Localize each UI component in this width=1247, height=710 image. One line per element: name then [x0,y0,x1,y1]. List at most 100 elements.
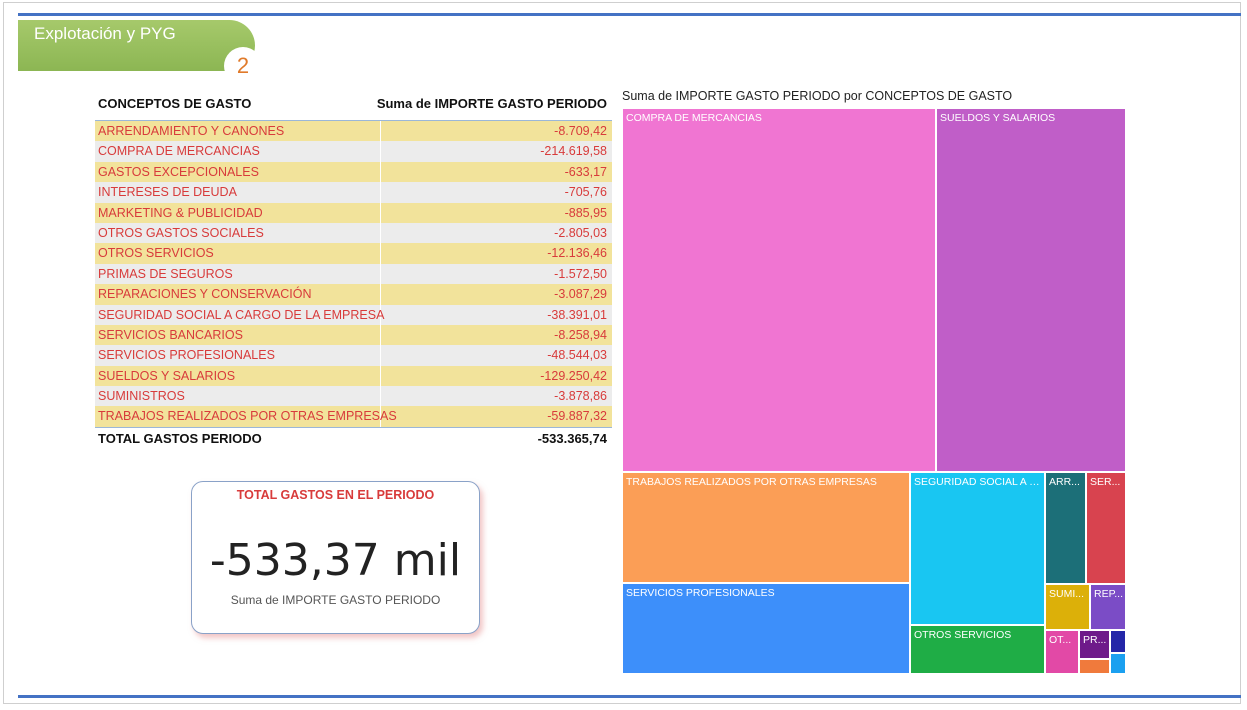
table-row[interactable]: SERVICIOS PROFESIONALES -48.544,03 [95,345,612,366]
treemap-tile[interactable]: PR... [1079,630,1110,659]
column-separator [380,304,381,325]
treemap-tile-label: OTROS SERVICIOS [914,629,1012,641]
page-badge-number: 2 [224,47,262,85]
table-row[interactable]: ARRENDAMIENTO Y CANONES -8.709,42 [95,121,612,142]
treemap-tile[interactable]: TRABAJOS REALIZADOS POR OTRAS EMPRESAS [622,472,910,583]
column-separator [380,202,381,223]
treemap-tile[interactable]: OT... [1045,630,1079,674]
table-row[interactable]: OTROS SERVICIOS -12.136,46 [95,243,612,264]
page-badge: Explotación y PYG 2 [18,20,262,85]
table-cell-concept: INTERESES DE DEUDA [98,185,237,200]
treemap-tile[interactable]: SUELDOS Y SALARIOS [936,108,1126,472]
column-separator [380,161,381,183]
table-cell-amount: -633,17 [564,164,607,179]
table-cell-concept: SERVICIOS PROFESIONALES [98,348,275,363]
table-cell-amount: -214.619,58 [540,144,607,159]
column-separator [380,345,381,366]
treemap-tile-label: ARR... [1049,476,1080,488]
table-cell-concept: OTROS GASTOS SOCIALES [98,225,264,240]
table-cell-amount: -3.087,29 [554,287,607,302]
table-body: ARRENDAMIENTO Y CANONES -8.709,42 COMPRA D… [95,121,612,427]
table-row[interactable]: GASTOS EXCEPCIONALES -633,17 [95,161,612,183]
table-cell-amount: -8.709,42 [554,124,607,138]
table-row[interactable]: OTROS GASTOS SOCIALES -2.805,03 [95,222,612,244]
treemap-tile[interactable]: OTROS SERVICIOS [910,625,1045,674]
table-cell-concept: PRIMAS DE SEGUROS [98,266,233,281]
table-cell-concept: SEGURIDAD SOCIAL A CARGO DE LA EMPRESA [98,307,385,322]
table-row[interactable]: INTERESES DE DEUDA -705,76 [95,182,612,203]
table-cell-amount: -1.572,50 [554,266,607,281]
treemap-tile[interactable]: COMPRA DE MERCANCIAS [622,108,936,472]
table-cell-amount: -705,76 [564,185,607,200]
treemap-tile[interactable]: ARR... [1045,472,1086,584]
table-row[interactable]: SUELDOS Y SALARIOS -129.250,42 [95,365,612,387]
table-row[interactable]: SEGURIDAD SOCIAL A CARGO DE LA EMPRESA -3… [95,304,612,325]
treemap-tile[interactable] [1110,653,1126,674]
table-cell-concept: MARKETING & PUBLICIDAD [98,205,263,220]
column-separator [380,182,381,203]
table-cell-concept: GASTOS EXCEPCIONALES [98,164,259,179]
total-label: TOTAL GASTOS PERIODO [98,430,262,446]
treemap-title: Suma de IMPORTE GASTO PERIODO por CONCEP… [622,89,1013,103]
treemap-tile-label: SUMI... [1049,588,1085,600]
table-row[interactable]: TRABAJOS REALIZADOS POR OTRAS EMPRESAS -5… [95,406,612,427]
table-cell-concept: SUELDOS Y SALARIOS [98,368,236,383]
table-row[interactable]: MARKETING & PUBLICIDAD -885,95 [95,202,612,223]
column-separator [380,406,381,427]
table-row[interactable]: PRIMAS DE SEGUROS -1.572,50 [95,263,612,285]
report-frame [3,2,1241,704]
table-cell-amount: -885,95 [564,205,607,220]
column-separator [380,324,381,346]
treemap-tile[interactable]: SER... [1086,472,1126,584]
treemap-tile[interactable]: SUMI... [1045,584,1090,630]
treemap-tile[interactable] [1110,630,1126,653]
table-cell-amount: -12.136,46 [547,246,607,261]
column-header-concept[interactable]: CONCEPTOS DE GASTO [98,96,252,111]
table-cell-concept: ARRENDAMIENTO Y CANONES [98,124,285,138]
table-row[interactable]: SERVICIOS BANCARIOS -8.258,94 [95,324,612,346]
column-separator [380,263,381,285]
treemap-tile[interactable]: SERVICIOS PROFESIONALES [622,583,910,674]
bottom-rule [18,695,1241,698]
kpi-card[interactable]: TOTAL GASTOS EN EL PERIODO -533,37 mil S… [191,481,480,634]
treemap-tile-label: OT... [1049,634,1072,646]
table-cell-amount: -38.391,01 [547,307,607,322]
treemap-tile-label: SUELDOS Y SALARIOS [940,112,1056,124]
treemap-tile-label: COMPRA DE MERCANCIAS [626,112,762,124]
treemap-tile[interactable]: REP... [1090,584,1126,630]
table-cell-amount: -8.258,94 [554,327,607,342]
table-cell-concept: SUMINISTROS [98,389,185,404]
table-row[interactable]: REPARACIONES Y CONSERVACIÓN -3.087,29 [95,284,612,305]
treemap[interactable]: COMPRA DE MERCANCIAS SUELDOS Y SALARIOS TR… [622,108,1126,674]
table-cell-concept: COMPRA DE MERCANCIAS [98,144,260,159]
column-separator [380,365,381,387]
treemap-tile-label: SEGURIDAD SOCIAL A C... [914,476,1042,488]
column-separator [380,141,381,162]
table-cell-amount: -129.250,42 [540,368,607,383]
column-separator [380,243,381,264]
table-row[interactable]: COMPRA DE MERCANCIAS -214.619,58 [95,141,612,162]
table-total-row: TOTAL GASTOS PERIODO -533.365,74 [95,426,612,450]
treemap-tile-label: SER... [1090,476,1121,488]
column-separator [380,121,381,142]
page-badge-title: Explotación y PYG [34,24,176,43]
treemap-tile[interactable] [1079,659,1110,674]
column-header-amount[interactable]: Suma de IMPORTE GASTO PERIODO [376,96,607,111]
table-cell-concept: TRABAJOS REALIZADOS POR OTRAS EMPRESAS [98,409,397,424]
expense-table[interactable]: CONCEPTOS DE GASTO Suma de IMPORTE GASTO… [95,90,612,450]
kpi-label: Suma de IMPORTE GASTO PERIODO [230,593,441,607]
table-cell-concept: SERVICIOS BANCARIOS [98,327,243,342]
column-separator [380,386,381,407]
table-cell-amount: -59.887,32 [547,409,607,424]
column-separator [380,222,381,244]
treemap-tile[interactable]: SEGURIDAD SOCIAL A C... [910,472,1045,625]
table-cell-amount: -48.544,03 [547,348,607,363]
table-cell-amount: -3.878,86 [554,389,607,404]
table-cell-concept: OTROS SERVICIOS [98,246,214,261]
total-value: -533.365,74 [537,430,607,446]
table-cell-concept: REPARACIONES Y CONSERVACIÓN [98,287,312,302]
kpi-value: -533,37 mil [209,535,462,586]
column-separator [380,284,381,305]
table-row[interactable]: SUMINISTROS -3.878,86 [95,386,612,407]
treemap-tile-label: REP... [1094,588,1123,600]
